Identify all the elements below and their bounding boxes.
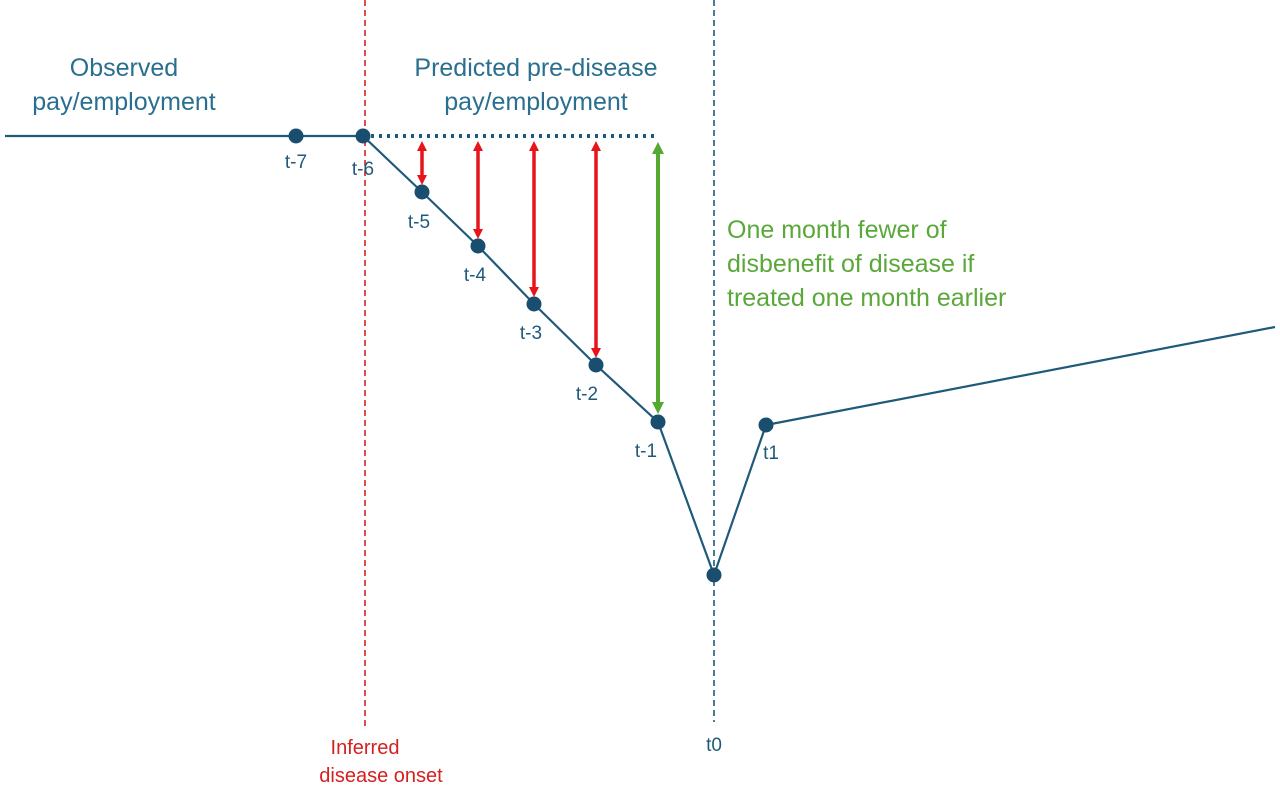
observed-trajectory-line bbox=[5, 134, 1276, 579]
point-t-3 bbox=[526, 296, 542, 312]
observed-label-line1: Observed bbox=[70, 54, 178, 82]
onset-label-line1: Inferred bbox=[331, 737, 400, 759]
point-t-1 bbox=[650, 414, 666, 430]
label-t-3: t-3 bbox=[520, 323, 542, 344]
label-t-5: t-5 bbox=[408, 212, 430, 233]
label-t0: t0 bbox=[706, 735, 722, 756]
observed-label-line2: pay/employment bbox=[32, 88, 215, 116]
point-t-7 bbox=[288, 128, 304, 144]
benefit-label-line3: treated one month earlier bbox=[727, 284, 1006, 312]
label-t-4: t-4 bbox=[464, 265, 487, 286]
point-t-5 bbox=[414, 184, 430, 200]
point-t0 bbox=[706, 567, 722, 583]
onset-label-line2: disease onset bbox=[319, 765, 443, 787]
predicted-label-line2: pay/employment bbox=[444, 88, 627, 116]
predicted-label-line1: Predicted pre-disease bbox=[414, 54, 657, 82]
benefit-label-line1: One month fewer of bbox=[727, 216, 947, 244]
label-t1: t1 bbox=[763, 443, 779, 464]
benefit-label-line2: disbenefit of disease if bbox=[727, 250, 974, 278]
point-t-6 bbox=[355, 128, 371, 144]
label-t-6: t-6 bbox=[352, 159, 374, 180]
point-t1 bbox=[758, 417, 774, 433]
point-t-4 bbox=[470, 238, 486, 254]
label-t-1: t-1 bbox=[635, 441, 657, 462]
point-t-2 bbox=[588, 357, 604, 373]
label-t-2: t-2 bbox=[576, 384, 598, 405]
label-t-7: t-7 bbox=[285, 152, 307, 173]
